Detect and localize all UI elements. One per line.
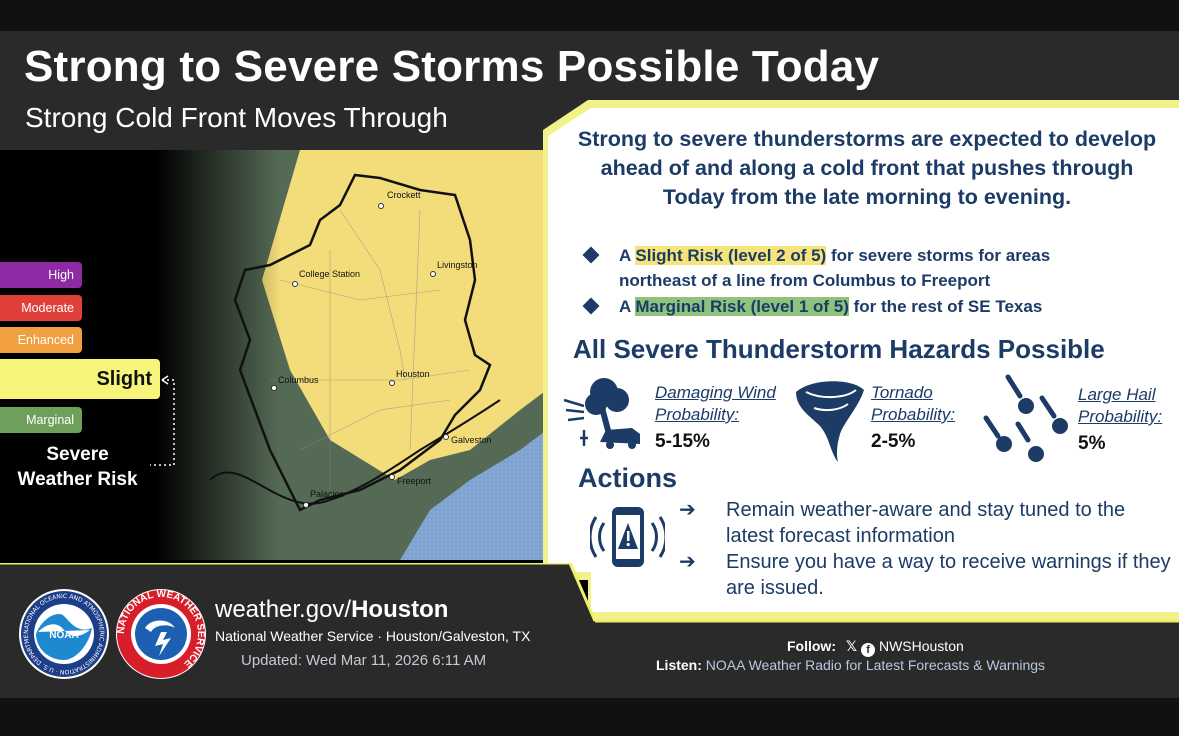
bullet2-rest: for the rest of SE Texas: [853, 297, 1043, 316]
marginal-risk-highlight: Marginal Risk (level 1 of 5): [635, 297, 849, 316]
tornado-icon: [796, 381, 864, 462]
city-label-crockett: Crockett: [387, 190, 421, 200]
x-icon[interactable]: 𝕏: [845, 638, 858, 654]
city-label-freeport: Freeport: [397, 476, 432, 486]
wind-value: 5-15%: [655, 431, 710, 452]
social-handle[interactable]: NWSHouston: [878, 638, 964, 654]
office-name: National Weather Service · Houston/Galve…: [215, 628, 531, 644]
wind-label-line1: Damaging Wind: [655, 383, 776, 402]
bullet2-prefix: A: [619, 297, 631, 316]
follow-line: Follow: 𝕏 f NWSHouston: [787, 638, 964, 657]
bullet1-rest: for severe storms for areas: [830, 246, 1051, 265]
legend-title: Severe Weather Risk: [10, 442, 145, 492]
bullet-marginal-risk: A Marginal Risk (level 1 of 5) for the r…: [619, 294, 1159, 319]
listen-text: NOAA Weather Radio for Latest Forecasts …: [705, 657, 1046, 673]
summary-text: Strong to severe thunderstorms are expec…: [577, 127, 1157, 209]
city-label-columbus: Columbus: [278, 375, 319, 385]
website-link[interactable]: weather.gov/Houston: [215, 596, 448, 624]
city-label-livingston: Livingston: [437, 260, 478, 270]
hail-label-line1: Large Hail: [1078, 385, 1156, 404]
phone-alert-icon: [590, 507, 665, 567]
bullet1-line2: northeast of a line from Columbus to Fre…: [619, 271, 991, 290]
action-item-2: Ensure you have a way to receive warning…: [726, 551, 1171, 599]
hail-label: Large Hail Probability:: [1078, 384, 1162, 428]
risk-map: [0, 150, 560, 560]
legend-slight: Slight: [0, 359, 160, 399]
bottom-black-bar: [0, 698, 1179, 736]
city-label-college-station: College Station: [299, 269, 361, 279]
website-prefix: weather.gov/: [215, 596, 352, 623]
hazards-title: All Severe Thunderstorm Hazards Possible: [573, 334, 1105, 364]
cwa-boundary: [233, 173, 492, 512]
nws-logo-icon: NATIONAL WEATHER SERVICE: [116, 589, 206, 679]
legend-pointer: [150, 375, 175, 466]
bullet-slight-risk: A Slight Risk (level 2 of 5) for severe …: [619, 243, 1159, 293]
tornado-value: 2-5%: [871, 431, 916, 452]
city-label-galveston: Galveston: [451, 435, 492, 445]
action-arrow-2: ➔: [679, 551, 696, 573]
bullet1-prefix: A: [619, 246, 631, 265]
listen-label: Listen:: [656, 657, 702, 673]
page-subtitle: Strong Cold Front Moves Through: [25, 102, 448, 133]
legend-enhanced: Enhanced: [0, 327, 82, 353]
tornado-label-line2: Probability:: [871, 405, 956, 424]
wind-label: Damaging Wind Probability:: [655, 382, 776, 426]
noaa-logo-icon: NATIONAL OCEANIC AND ATMOSPHERIC ADMINIS…: [18, 588, 109, 679]
follow-label: Follow:: [787, 638, 836, 654]
website-office: Houston: [351, 596, 449, 623]
svg-text:NOAA: NOAA: [49, 630, 78, 641]
legend-title-line1: Severe: [46, 444, 109, 465]
info-panel: [543, 100, 1179, 620]
footer-bar: [0, 563, 1179, 698]
listen-line: Listen: NOAA Weather Radio for Latest Fo…: [656, 657, 1045, 673]
action-item-1: Remain weather-aware and stay tuned to t…: [726, 499, 1126, 547]
wind-label-line2: Probability:: [655, 405, 740, 424]
top-black-bar: [0, 0, 1179, 31]
page-title: Strong to Severe Storms Possible Today: [24, 42, 880, 91]
legend-high: High: [0, 262, 82, 288]
updated-time: Updated: Wed Mar 11, 2026 6:11 AM: [241, 652, 487, 669]
legend-marginal: Marginal: [0, 407, 82, 433]
slight-risk-highlight: Slight Risk (level 2 of 5): [635, 246, 827, 265]
city-label-houston: Houston: [396, 369, 430, 379]
hail-value: 5%: [1078, 433, 1106, 454]
facebook-icon[interactable]: f: [861, 643, 876, 657]
actions-title: Actions: [578, 463, 678, 493]
tornado-label: Tornado Probability:: [871, 382, 955, 426]
tornado-label-line1: Tornado: [871, 383, 933, 402]
hail-label-line2: Probability:: [1078, 407, 1163, 426]
city-label-palacios: Palacios: [310, 489, 345, 499]
legend-moderate: Moderate: [0, 295, 82, 321]
damaging-wind-icon: [563, 378, 640, 449]
large-hail-icon: [983, 374, 1068, 462]
legend-title-line2: Weather Risk: [17, 469, 138, 490]
action-arrow-1: ➔: [679, 499, 696, 521]
